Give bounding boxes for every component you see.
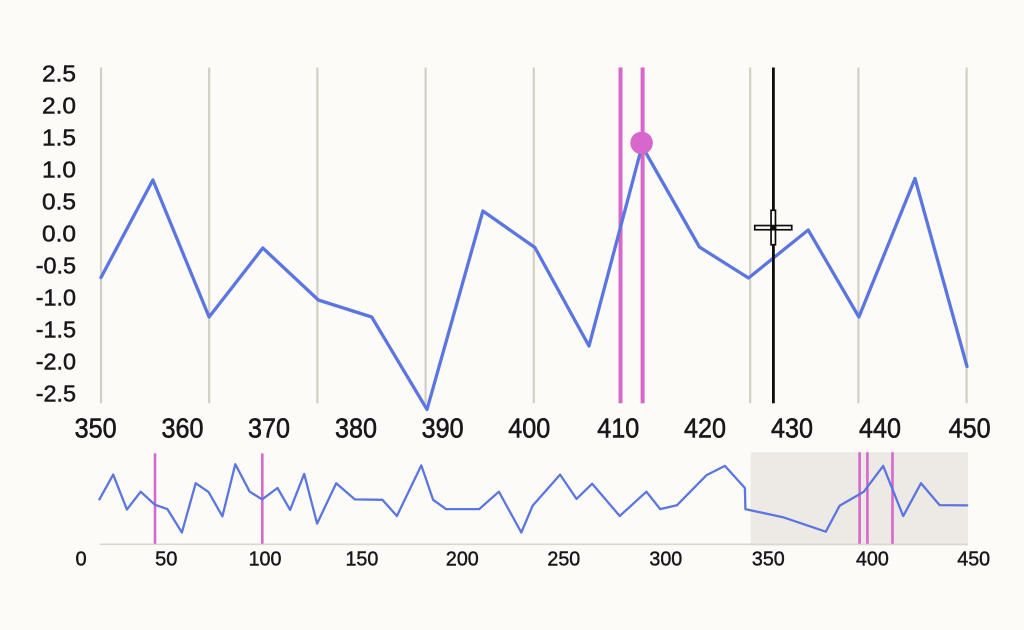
svg-text:-2.5: -2.5	[36, 380, 76, 406]
svg-text:100: 100	[249, 549, 282, 571]
svg-text:400: 400	[508, 413, 550, 444]
svg-text:390: 390	[422, 413, 464, 444]
svg-text:-1.5: -1.5	[36, 316, 76, 342]
svg-text:0.5: 0.5	[42, 188, 76, 214]
svg-text:-1.0: -1.0	[36, 284, 76, 310]
svg-text:370: 370	[248, 413, 290, 444]
svg-text:250: 250	[547, 549, 580, 571]
svg-text:450: 450	[949, 413, 991, 444]
svg-text:410: 410	[597, 413, 639, 444]
svg-text:420: 420	[684, 413, 726, 444]
svg-text:360: 360	[162, 413, 204, 444]
svg-text:350: 350	[75, 413, 117, 444]
svg-text:450: 450	[957, 549, 990, 571]
svg-text:350: 350	[752, 549, 785, 571]
svg-text:2.5: 2.5	[42, 60, 76, 86]
svg-text:1.5: 1.5	[42, 124, 76, 150]
svg-text:440: 440	[859, 413, 901, 444]
svg-text:-0.5: -0.5	[36, 252, 76, 278]
svg-text:50: 50	[155, 549, 177, 571]
svg-text:1.0: 1.0	[42, 156, 76, 182]
svg-text:0: 0	[75, 549, 86, 571]
svg-text:0.0: 0.0	[42, 220, 76, 246]
svg-text:300: 300	[649, 549, 682, 571]
svg-text:2.0: 2.0	[42, 92, 76, 118]
svg-text:200: 200	[446, 549, 479, 571]
svg-text:400: 400	[856, 549, 889, 571]
svg-text:430: 430	[771, 413, 813, 444]
svg-text:150: 150	[346, 549, 379, 571]
svg-text:380: 380	[335, 413, 377, 444]
svg-text:-2.0: -2.0	[36, 348, 76, 374]
